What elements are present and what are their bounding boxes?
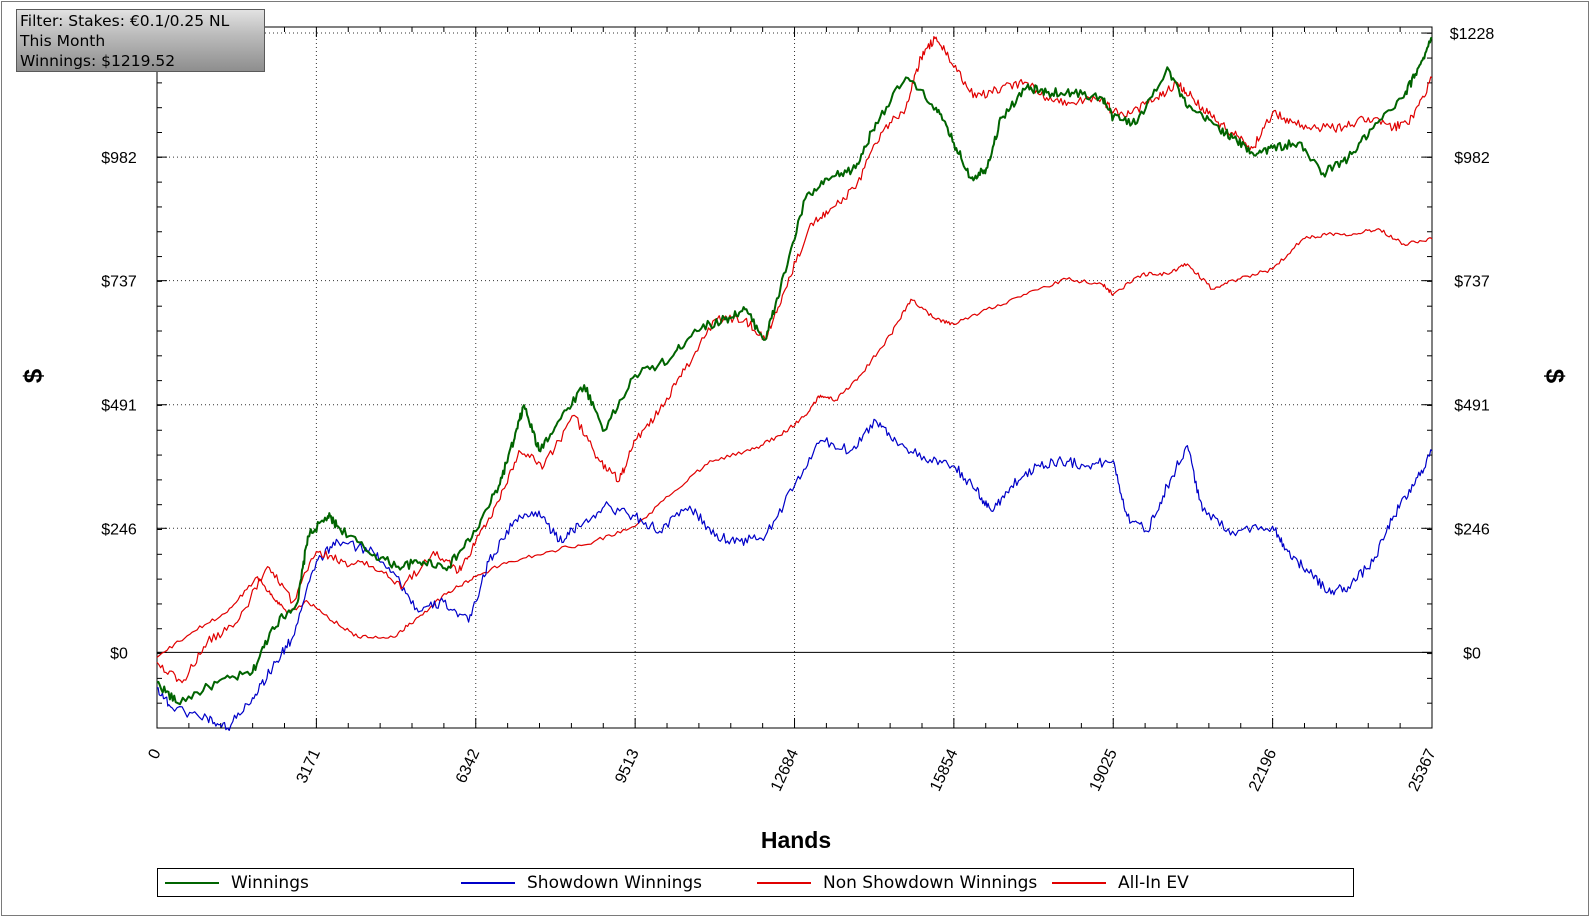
y-tick-label-right: $982 [1454,150,1490,167]
y-tick-label-right: $737 [1454,274,1490,291]
x-axis-label: Hands [761,827,831,853]
legend-label-showdown: Showdown Winnings [527,872,702,893]
x-tick-label: 9513 [612,746,642,786]
filter-info-box: Filter: Stakes: €0.1/0.25 NL This Month … [16,9,265,72]
series [156,36,1433,731]
y-tick-label-right: $491 [1454,398,1490,415]
legend-swatch-winnings [165,881,219,884]
x-tick-label: 22196 [1246,746,1280,794]
plot-border [156,26,1433,729]
legend-item-showdown: Showdown Winnings [461,869,702,896]
series-line-winnings [156,36,1433,706]
x-tick-label: 25367 [1405,746,1439,794]
y-tick-label-right: $246 [1454,521,1490,538]
x-tick-label: 6342 [453,746,483,786]
y-axis-label-left: $ [18,368,48,383]
legend-item-winnings: Winnings [165,869,309,896]
y-tick-label-right: $1228 [1450,26,1495,43]
series-line-showdown-winnings [157,418,1433,731]
grid [157,27,1432,728]
y-tick-label-left: $0 [110,645,128,662]
y-tick-label-left: $246 [101,521,137,538]
legend: Winnings Showdown Winnings Non Showdown … [157,868,1354,897]
series-line-non-showdown-winnings [156,228,1433,658]
x-tick-label: 12684 [768,746,802,794]
y-tick-label-left: $491 [101,398,137,415]
x-tick-label: 19025 [1087,746,1121,794]
axes: 0 3171 6342 9513 12684 15854 19025 22196 25367 $0… [97,26,1495,794]
legend-label-non-showdown: Non Showdown Winnings [823,872,1038,893]
y-axis-label-right: $ [1540,369,1570,384]
legend-swatch-showdown [461,881,515,884]
series-line-all-in-ev [156,36,1433,684]
legend-label-allin-ev: All-In EV [1118,872,1189,893]
legend-label-winnings: Winnings [231,872,309,893]
y-tick-label-right: $0 [1463,645,1481,662]
filter-stakes-text: Filter: Stakes: €0.1/0.25 NL [20,12,230,30]
filter-period-text: This Month [20,32,106,50]
filter-winnings-text: Winnings: $1219.52 [20,52,176,70]
legend-item-allin-ev: All-In EV [1052,869,1189,896]
x-tick-label: 0 [145,746,164,761]
y-tick-label-left: $737 [101,274,137,291]
legend-swatch-allin-ev [1052,881,1106,884]
x-tick-label: 3171 [294,746,324,786]
x-tick-label: 15854 [927,746,961,794]
legend-item-non-showdown: Non Showdown Winnings [757,869,1037,896]
y-tick-label-left: $982 [101,150,137,167]
legend-swatch-non-showdown [757,881,811,884]
